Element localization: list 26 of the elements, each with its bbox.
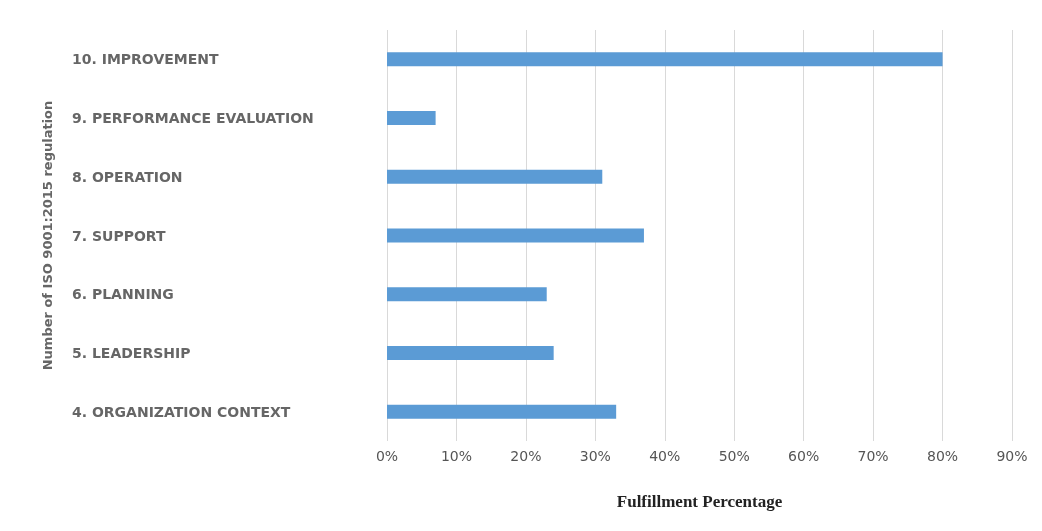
bar <box>387 169 603 184</box>
y-tick-label: 9. PERFORMANCE EVALUATION <box>72 110 314 127</box>
x-tick-label: 50% <box>718 448 750 464</box>
y-tick-label: 7. SUPPORT <box>72 227 166 244</box>
x-tick-label: 10% <box>440 448 473 464</box>
x-tick-label: 30% <box>579 448 611 464</box>
y-axis-title: Number of ISO 9001:2015 regulation <box>40 100 55 371</box>
y-tick-label: 5. LEADERSHIP <box>72 344 191 361</box>
bar <box>387 404 617 419</box>
x-tick-label: 80% <box>926 448 959 464</box>
bar <box>387 228 644 243</box>
bar <box>387 345 554 360</box>
x-tick-label: 20% <box>510 448 542 464</box>
y-tick-label: 4. ORGANIZATION CONTEXT <box>72 403 291 420</box>
x-tick-label: 70% <box>857 448 889 464</box>
x-tick-label: 0% <box>375 448 399 464</box>
y-tick-label: 8. OPERATION <box>72 168 183 185</box>
x-tick-label: 60% <box>788 448 820 464</box>
y-tick-label: 6. PLANNING <box>72 286 174 303</box>
x-axis-title: Fulfillment Percentage <box>616 492 783 511</box>
x-tick-label: 40% <box>649 448 681 464</box>
y-tick-label: 10. IMPROVEMENT <box>72 51 219 68</box>
bar <box>387 52 943 67</box>
bar <box>387 111 436 126</box>
x-tick-label: 90% <box>996 448 1028 464</box>
bar <box>387 287 547 302</box>
